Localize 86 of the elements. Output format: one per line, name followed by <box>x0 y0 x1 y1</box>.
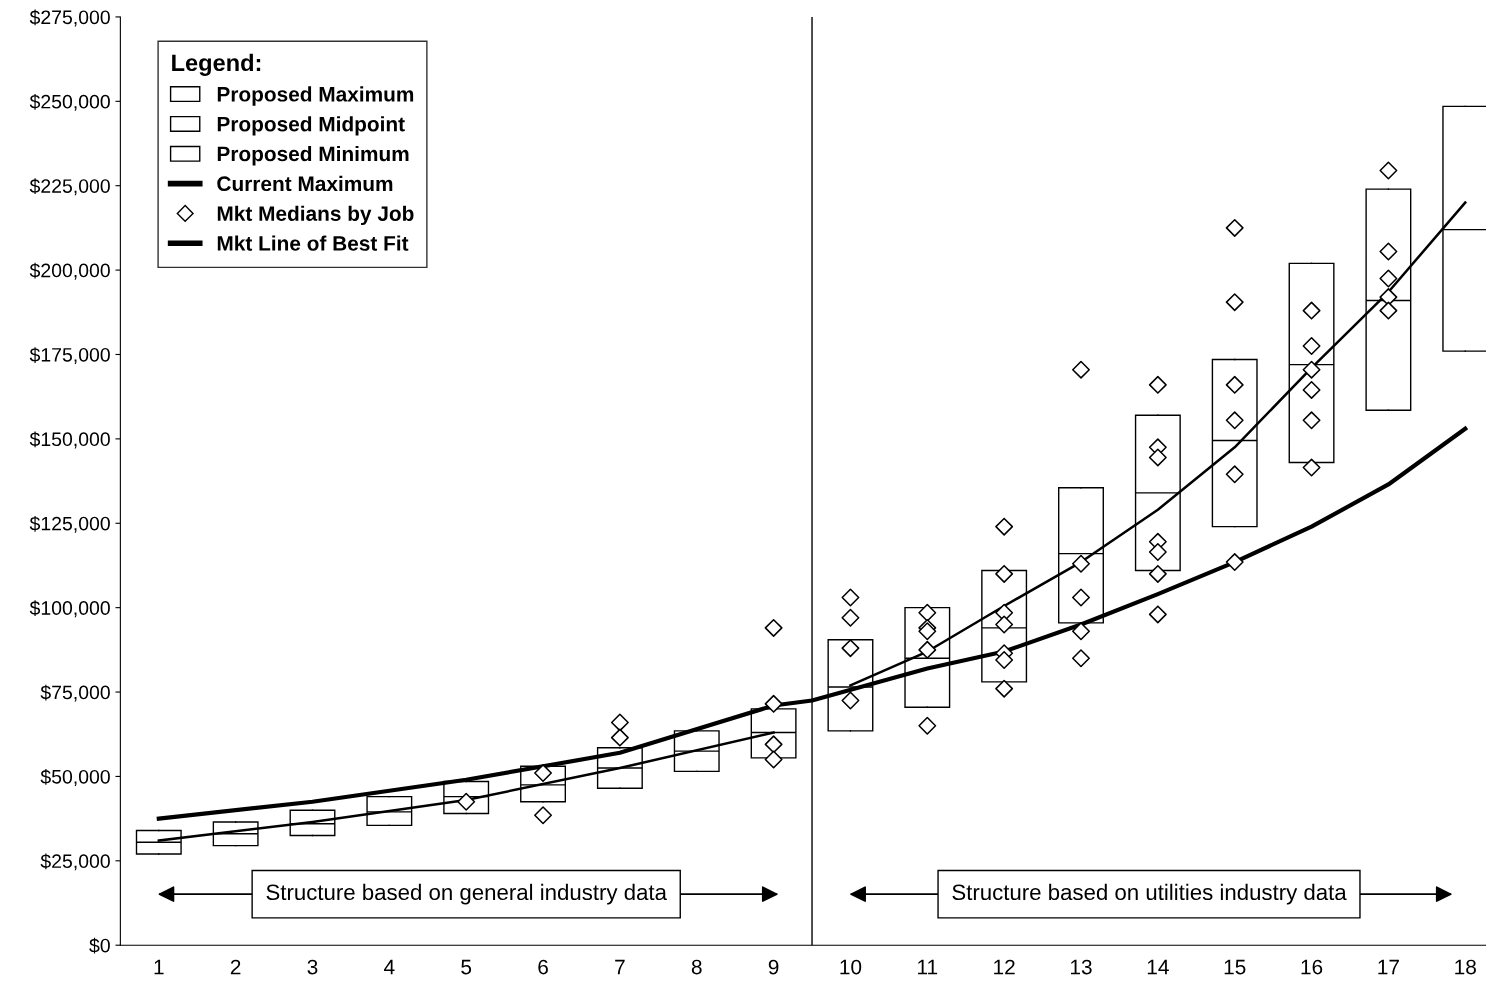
point <box>918 603 937 622</box>
point <box>1225 411 1244 430</box>
point <box>1379 301 1398 320</box>
point <box>1225 553 1244 572</box>
legend-label: Mkt Medians by Job <box>217 205 414 226</box>
point <box>1302 337 1321 356</box>
y-tick-label: $225,000 <box>29 178 110 196</box>
point <box>534 806 553 825</box>
x-tick-label: 9 <box>768 959 779 975</box>
point <box>995 517 1014 536</box>
x-tick-label: 6 <box>538 959 548 975</box>
x-tick-label: 5 <box>461 959 472 975</box>
point <box>1072 588 1090 607</box>
x-tick-label: 4 <box>384 959 395 975</box>
annotation: Structure based on utilities industry data <box>952 883 1347 905</box>
point <box>1302 301 1321 320</box>
point <box>995 615 1014 634</box>
x-tick-label: 11 <box>918 959 938 975</box>
point <box>1072 360 1090 379</box>
x-tick-label: 3 <box>307 959 318 975</box>
point <box>534 764 553 783</box>
x-tick-label: 14 <box>1147 959 1169 975</box>
point <box>1379 161 1398 180</box>
point <box>841 588 860 607</box>
point <box>918 640 937 659</box>
x-tick-label: 1 <box>154 959 164 975</box>
point <box>764 750 783 769</box>
point <box>918 622 937 641</box>
x-tick-label: 8 <box>691 959 702 975</box>
point <box>1148 448 1167 467</box>
y-tick-label: $275,000 <box>29 9 110 27</box>
point <box>764 618 783 637</box>
point <box>1379 242 1398 261</box>
point <box>1302 458 1321 477</box>
x-tick-label: 10 <box>840 959 862 975</box>
x-tick-label: 16 <box>1301 959 1323 975</box>
legend-label: Current Maximum <box>217 175 393 192</box>
point <box>1225 218 1244 237</box>
annotation: Proposed Maximum <box>217 86 414 106</box>
x-tick-label: 18 <box>1455 959 1476 975</box>
point <box>918 716 937 735</box>
point <box>841 691 860 710</box>
annotation: Proposed Minimum <box>217 145 409 166</box>
y-tick-label: $0 <box>89 937 110 954</box>
point <box>995 564 1014 583</box>
point <box>610 728 629 747</box>
y-tick-label: $100,000 <box>29 600 110 618</box>
point <box>1072 622 1090 641</box>
point <box>1302 360 1321 379</box>
point <box>1225 375 1244 394</box>
legend-title: Legend: <box>172 53 261 76</box>
point <box>1148 605 1167 624</box>
x-tick-label: 13 <box>1071 959 1092 975</box>
x-tick-label: 2 <box>230 959 241 975</box>
point <box>1072 649 1090 668</box>
y-tick-label: $250,000 <box>29 93 110 111</box>
x-tick-label: 7 <box>615 959 625 975</box>
point <box>1225 465 1244 484</box>
point <box>1148 564 1167 583</box>
y-tick-label: $200,000 <box>29 262 110 280</box>
y-tick-label: $125,000 <box>29 515 110 533</box>
x-tick-label: 12 <box>994 959 1015 975</box>
y-tick-label: $175,000 <box>29 347 110 365</box>
y-tick-label: $75,000 <box>40 684 110 702</box>
legend-label: Mkt Line of Best Fit <box>217 235 409 251</box>
point <box>610 713 629 732</box>
annotation: Structure based on general industry data <box>266 883 667 905</box>
x-tick-label: 17 <box>1378 959 1399 975</box>
legend-label: Proposed Midpoint <box>217 116 405 136</box>
point <box>764 694 783 713</box>
point <box>995 679 1014 698</box>
point <box>1302 411 1321 430</box>
y-tick-label: $150,000 <box>29 431 110 449</box>
point <box>841 608 860 627</box>
x-tick-label: 15 <box>1224 959 1246 975</box>
point <box>995 650 1014 669</box>
point <box>841 639 860 658</box>
point <box>1072 554 1090 573</box>
point <box>1148 375 1167 394</box>
y-tick-label: $50,000 <box>40 769 110 786</box>
point <box>1148 542 1167 561</box>
point <box>764 735 783 754</box>
point <box>1225 293 1244 312</box>
point <box>1379 269 1398 288</box>
y-tick-label: $25,000 <box>40 853 110 871</box>
point <box>1302 380 1321 399</box>
